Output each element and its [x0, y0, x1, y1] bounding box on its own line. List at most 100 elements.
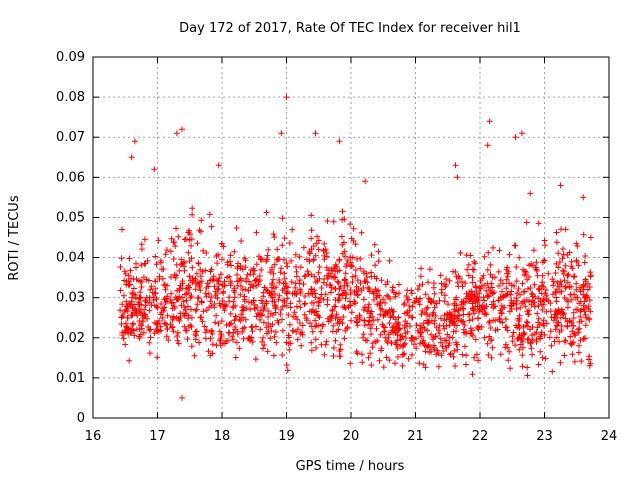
data-point: [395, 281, 402, 288]
data-point: [283, 362, 290, 368]
data-point: [188, 323, 195, 330]
y-tick-label: 0.07: [56, 130, 85, 145]
data-point: [402, 340, 408, 347]
data-point: [226, 321, 233, 328]
data-point: [236, 345, 243, 352]
data-point: [208, 294, 215, 301]
data-point: [553, 239, 560, 246]
data-point: [371, 273, 378, 280]
data-point: [449, 334, 456, 341]
data-point: [336, 297, 343, 304]
data-point: [322, 291, 329, 298]
data-point: [385, 293, 392, 300]
data-point: [550, 278, 557, 285]
data-point: [546, 334, 553, 341]
data-point: [312, 252, 319, 259]
data-point: [534, 272, 541, 279]
data-point: [566, 284, 573, 291]
data-point: [312, 317, 319, 324]
data-point: [185, 312, 192, 319]
data-point: [535, 295, 542, 302]
data-point: [198, 298, 205, 305]
data-point: [278, 306, 284, 313]
data-point: [378, 277, 385, 284]
data-point: [443, 282, 450, 288]
data-point: [354, 292, 361, 298]
data-point: [146, 307, 153, 314]
data-point: [526, 298, 533, 305]
data-point: [331, 303, 338, 310]
y-tick-label: 0.03: [56, 291, 85, 306]
chart-title: Day 172 of 2017, Rate Of TEC Index for r…: [179, 21, 521, 36]
data-point: [296, 280, 303, 287]
data-point: [296, 277, 303, 284]
data-point: [503, 266, 510, 273]
data-point: [301, 311, 308, 318]
data-point: [576, 342, 582, 349]
data-point: [433, 300, 440, 307]
data-point: [164, 326, 171, 333]
data-point: [180, 298, 187, 305]
data-point: [296, 298, 303, 305]
data-point: [483, 287, 490, 294]
data-point: [558, 308, 565, 315]
data-point: [353, 314, 359, 321]
data-point: [361, 270, 367, 277]
data-point: [482, 310, 489, 316]
data-point: [306, 258, 313, 265]
data-point: [309, 328, 316, 335]
data-point: [525, 285, 531, 292]
data-point: [286, 346, 293, 353]
data-point: [550, 282, 557, 289]
data-point: [361, 322, 368, 329]
data-point: [341, 282, 348, 289]
data-point: [527, 340, 534, 347]
data-point: [569, 351, 576, 358]
data-point: [128, 312, 135, 319]
data-point: [454, 322, 460, 329]
data-point: [216, 275, 223, 282]
data-point: [351, 289, 358, 296]
data-point: [203, 250, 210, 256]
data-point: [561, 338, 568, 345]
data-point: [429, 311, 436, 318]
data-point: [257, 326, 264, 333]
data-point: [516, 325, 523, 332]
data-point: [408, 314, 415, 321]
data-point: [254, 310, 261, 317]
data-point: [242, 257, 249, 264]
data-point: [384, 278, 391, 285]
data-point: [253, 261, 260, 268]
data-point: [542, 355, 549, 362]
data-point: [205, 290, 212, 297]
data-point: [191, 352, 198, 359]
data-point: [487, 336, 494, 343]
data-point: [573, 240, 580, 247]
data-point: [163, 333, 170, 340]
data-point: [205, 348, 212, 355]
data-point: [539, 354, 546, 361]
data-point: [317, 295, 324, 302]
data-point: [399, 362, 406, 369]
y-tick-label: 0: [77, 411, 85, 426]
data-point: [523, 219, 530, 226]
data-point: [472, 260, 479, 267]
data-point: [238, 238, 245, 244]
data-point: [231, 248, 238, 255]
data-point: [136, 294, 143, 301]
data-point: [559, 255, 566, 262]
data-point: [329, 306, 336, 313]
data-point: [580, 286, 587, 293]
data-point: [171, 271, 178, 278]
data-point: [385, 334, 392, 341]
data-point: [491, 274, 498, 281]
data-point: [581, 335, 588, 342]
data-point: [175, 315, 182, 322]
data-point: [561, 352, 568, 359]
data-point: [472, 336, 479, 343]
data-point: [253, 229, 260, 236]
data-point: [438, 289, 445, 296]
data-point: [373, 325, 380, 332]
data-point: [211, 301, 218, 307]
data-point: [130, 320, 137, 327]
